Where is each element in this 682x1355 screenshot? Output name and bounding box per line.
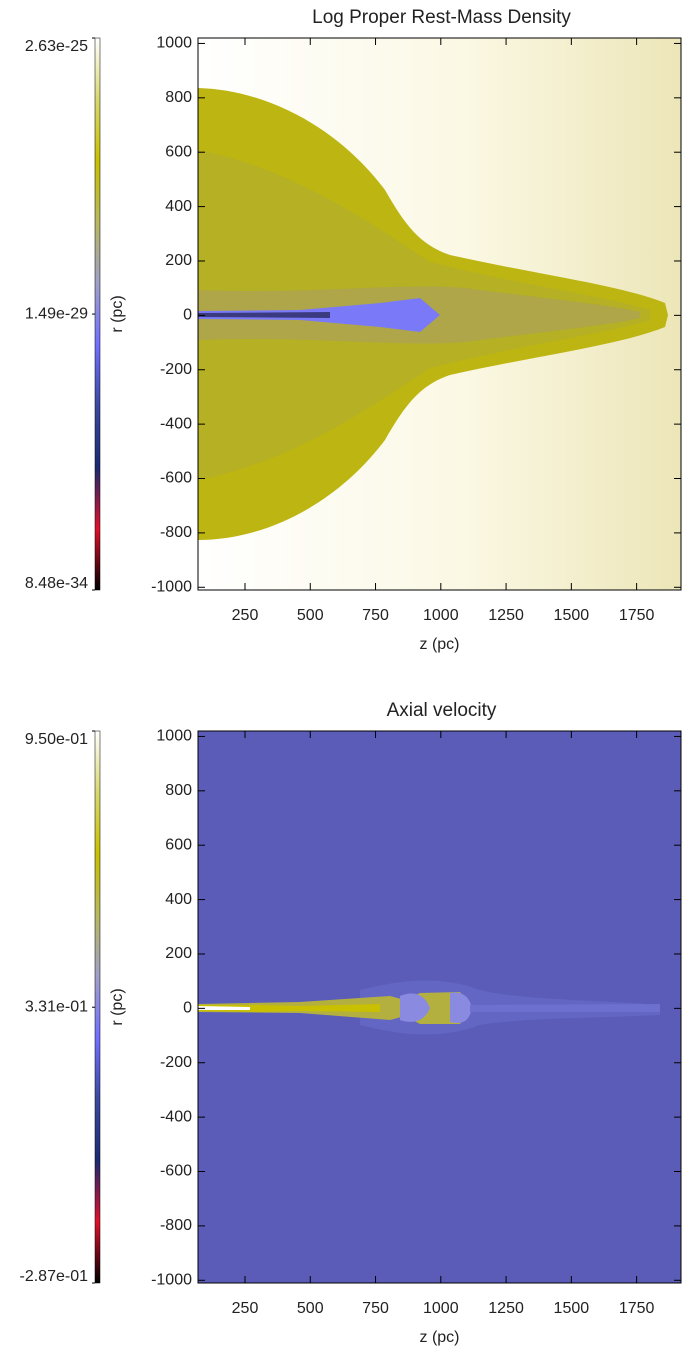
colorbar-tick-label: 1.49e-29 (25, 305, 88, 322)
y-tick-label: 0 (183, 1000, 192, 1017)
x-tick-label: 500 (297, 1300, 324, 1317)
y-tick-label: -800 (160, 524, 192, 541)
density-image (198, 38, 681, 590)
y-tick-label: 800 (165, 89, 192, 106)
x-tick-label: 1000 (423, 1300, 459, 1317)
y-tick-label: 800 (165, 782, 192, 799)
x-axis-label: z (pc) (420, 636, 460, 653)
x-tick-label: 1250 (488, 607, 524, 624)
colorbar (94, 730, 101, 1284)
y-tick-label: -1000 (151, 1271, 192, 1288)
x-tick-label: 1250 (488, 1300, 524, 1317)
x-tick-label: 250 (232, 607, 259, 624)
y-tick-label: -600 (160, 1163, 192, 1180)
x-tick-label: 750 (362, 607, 389, 624)
x-tick-label: 1500 (554, 1300, 590, 1317)
x-tick-label: 1500 (554, 607, 590, 624)
y-tick-label: -200 (160, 1054, 192, 1071)
y-tick-label: 400 (165, 198, 192, 215)
y-tick-label: -1000 (151, 578, 192, 595)
colorbar-tick-label: 8.48e-34 (25, 575, 88, 592)
x-tick-label: 500 (297, 607, 324, 624)
colorbar-tick-label: -2.87e-01 (20, 1268, 89, 1285)
velocity-image (198, 731, 681, 1283)
x-axis-label: z (pc) (420, 1329, 460, 1346)
plot-frame (197, 37, 682, 591)
y-tick-label: -200 (160, 361, 192, 378)
y-tick-label: 200 (165, 945, 192, 962)
colorbar-tick-label: 2.63e-25 (25, 38, 88, 55)
plot-frame (197, 730, 682, 1284)
y-axis-label: r (pc) (109, 988, 126, 1025)
y-tick-label: -600 (160, 470, 192, 487)
colorbar (94, 37, 101, 591)
y-tick-label: 600 (165, 836, 192, 853)
y-tick-label: -400 (160, 1108, 192, 1125)
x-tick-label: 750 (362, 1300, 389, 1317)
y-tick-label: 1000 (156, 35, 192, 52)
y-tick-label: -400 (160, 415, 192, 432)
y-tick-label: 1000 (156, 728, 192, 745)
x-tick-label: 1750 (619, 1300, 655, 1317)
y-axis-label: r (pc) (109, 295, 126, 332)
x-tick-label: 1750 (619, 607, 655, 624)
y-tick-label: 0 (183, 307, 192, 324)
y-tick-label: 200 (165, 252, 192, 269)
y-tick-label: 600 (165, 143, 192, 160)
x-tick-label: 250 (232, 1300, 259, 1317)
colorbar-tick-label: 9.50e-01 (25, 731, 88, 748)
y-tick-label: 400 (165, 891, 192, 908)
colorbar-tick-label: 3.31e-01 (25, 998, 88, 1015)
chart-title: Axial velocity (387, 700, 497, 721)
chart-title: Log Proper Rest-Mass Density (312, 7, 571, 28)
x-tick-label: 1000 (423, 607, 459, 624)
y-tick-label: -800 (160, 1217, 192, 1234)
